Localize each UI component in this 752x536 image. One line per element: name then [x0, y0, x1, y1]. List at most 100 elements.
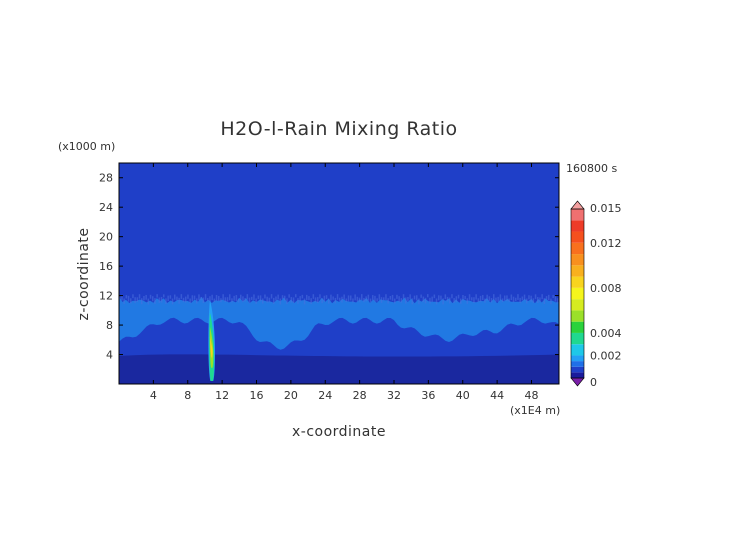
- cloud-top-speckle: [295, 294, 297, 298]
- cloud-top-speckle: [240, 294, 242, 300]
- cloud-top-speckle: [431, 296, 433, 302]
- x-tick-label: 44: [490, 389, 504, 402]
- cloud-top-speckle: [556, 298, 559, 304]
- cloud-top-speckle: [433, 294, 436, 299]
- cloud-top-speckle: [136, 297, 139, 303]
- y-tick-label: 12: [99, 290, 113, 303]
- cloud-top-speckle: [264, 294, 266, 299]
- colorbar-tick-label: 0.002: [590, 349, 622, 362]
- colorbar-segment: [571, 254, 584, 266]
- cloud-top-speckle: [314, 297, 317, 302]
- cloud-top-speckle: [255, 298, 257, 304]
- cloud-top-speckle: [383, 297, 385, 301]
- cloud-top-speckle: [416, 295, 418, 301]
- cloud-top-speckle: [488, 296, 491, 301]
- colorbar-segment: [571, 332, 584, 345]
- cloud-top-speckle: [460, 298, 462, 304]
- cloud-top-speckle: [457, 294, 460, 299]
- cloud-top-speckle: [350, 295, 352, 301]
- cloud-top-speckle: [165, 298, 167, 305]
- cloud-top-speckle: [345, 298, 348, 303]
- cloud-top-speckle: [486, 294, 488, 301]
- cloud-top-speckle: [301, 294, 304, 299]
- cloud-band: [119, 296, 559, 350]
- cloud-top-speckle: [171, 298, 174, 305]
- cloud-top-speckle: [336, 294, 339, 300]
- cloud-top-speckle: [528, 295, 530, 300]
- cloud-top-speckle: [167, 295, 169, 302]
- cloud-top-speckle: [180, 294, 183, 299]
- cloud-top-speckle: [145, 294, 147, 300]
- cloud-top-speckle: [506, 295, 508, 302]
- y-axis-title: z-coordinate: [76, 227, 92, 320]
- colorbar-tick-label: 0: [590, 376, 597, 389]
- x-axis: 4 8 12 16 20 24 28 32 36 40 44 48: [150, 163, 539, 402]
- cloud-top-speckle: [495, 297, 497, 302]
- colorbar-segment: [571, 287, 584, 300]
- cloud-top-speckle: [537, 297, 539, 304]
- x-tick-label: 16: [250, 389, 264, 402]
- cloud-top-speckle: [310, 298, 312, 305]
- cloud-top-speckle: [286, 298, 288, 305]
- cloud-top-speckle: [455, 296, 458, 303]
- cloud-top-speckle: [389, 295, 392, 300]
- cloud-top-speckle: [174, 294, 176, 300]
- cloud-top-speckle: [160, 296, 163, 303]
- cloud-top-speckle: [512, 296, 515, 303]
- cloud-top-speckle: [543, 298, 546, 305]
- plot-frame: [118, 162, 560, 385]
- cloud-top-speckle: [394, 298, 396, 304]
- cloud-top-speckle: [473, 297, 475, 303]
- cloud-top-speckle: [262, 298, 264, 304]
- cloud-top-speckle: [149, 294, 152, 299]
- colorbar-segment: [571, 361, 584, 367]
- cloud-top-speckle: [121, 294, 123, 301]
- cloud-top-speckle: [446, 296, 449, 302]
- x-axis-title: x-coordinate: [292, 424, 386, 440]
- cloud-top-speckle: [444, 294, 447, 299]
- cloud-top-speckle: [213, 298, 216, 303]
- cloud-top-speckle: [374, 295, 376, 302]
- x-tick-label: 20: [284, 389, 298, 402]
- cloud-top-speckle: [132, 294, 134, 299]
- cloud-top-speckle: [367, 294, 370, 301]
- cloud-top-speckle: [275, 296, 277, 301]
- cloud-top-speckle: [548, 294, 550, 301]
- cloud-top-speckle: [530, 295, 532, 302]
- cloud-top-speckle: [413, 295, 416, 300]
- cloud-top-speckle: [451, 294, 453, 299]
- cloud-top-speckle: [244, 297, 246, 302]
- cloud-top-speckle: [378, 294, 381, 300]
- cloud-top-speckle: [259, 295, 262, 302]
- colorbar-segment: [571, 209, 584, 221]
- cloud-top-speckle: [497, 296, 499, 302]
- cloud-top-speckle: [352, 298, 354, 303]
- cloud-top-speckle: [246, 294, 249, 300]
- cloud-top-speckle: [334, 297, 337, 304]
- cloud-top-speckle: [424, 297, 427, 304]
- cloud-top-speckle: [242, 296, 244, 303]
- cloud-top-speckle: [231, 298, 233, 303]
- cloud-top-speckle: [391, 294, 394, 301]
- cloud-top-speckle: [321, 298, 323, 304]
- colorbar-segment: [571, 220, 584, 232]
- cloud-top-speckle: [297, 298, 299, 304]
- colorbar-segment: [571, 344, 584, 356]
- cloud-top-speckle: [534, 294, 537, 299]
- cloud-top-speckle: [429, 297, 431, 304]
- colorbar-over-arrow: [570, 200, 585, 210]
- x-tick-label: 48: [525, 389, 539, 402]
- colorbar-segment: [571, 310, 584, 322]
- cloud-top-speckle: [292, 297, 295, 304]
- cloud-top-speckle: [317, 297, 319, 304]
- cloud-top-speckle: [418, 298, 420, 305]
- x-tick-label: 28: [353, 389, 367, 402]
- cloud-top-speckle: [541, 294, 543, 300]
- cloud-top-speckle: [332, 296, 334, 300]
- cloud-top-speckle: [453, 298, 455, 303]
- cloud-top-speckle: [341, 296, 343, 303]
- cloud-top-speckle: [178, 297, 180, 304]
- cloud-top-speckle: [420, 294, 422, 298]
- cloud-top-speckle: [523, 294, 526, 301]
- colorbar: 0 0.002 0.004 0.008 0.012 0.015: [570, 200, 622, 389]
